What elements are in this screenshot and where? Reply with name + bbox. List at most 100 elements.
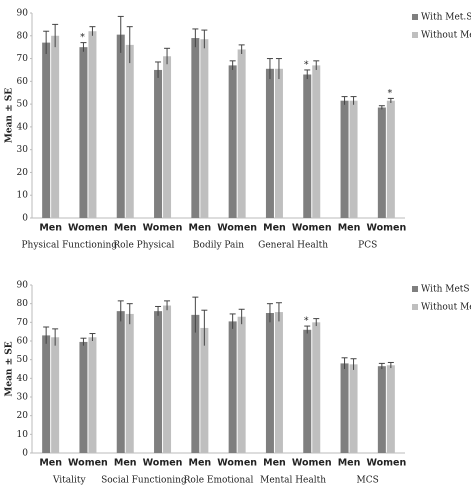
legend-label: With MetS: [421, 285, 470, 295]
x-tick-label: Women: [366, 223, 406, 234]
x-tick-label: Women: [292, 223, 332, 234]
group-label: Role Emotional: [184, 476, 254, 486]
annotation: *: [304, 317, 309, 327]
legend-label: With Met.S: [421, 13, 471, 23]
y-tick-label: 80: [17, 31, 29, 41]
x-tick-label: Men: [189, 458, 212, 469]
y-tick-label: 40: [17, 122, 29, 132]
bar: [312, 65, 321, 218]
x-tick-label: Men: [338, 223, 361, 234]
bar: [191, 38, 200, 218]
y-tick-label: 50: [17, 100, 29, 110]
bar: [265, 68, 274, 218]
group-label: PCS: [358, 241, 377, 251]
y-tick-label: 30: [17, 145, 29, 155]
x-tick-label: Men: [263, 223, 286, 234]
bar: [125, 313, 134, 453]
bar: [349, 100, 358, 218]
legend-swatch: [412, 304, 418, 310]
bar: [191, 314, 200, 453]
group-label: Vitality: [52, 476, 87, 486]
bar: [265, 313, 274, 453]
bar: [116, 34, 125, 219]
bar: [154, 311, 163, 453]
bar: [79, 341, 88, 453]
x-tick-label: Men: [263, 458, 286, 469]
bar: [154, 69, 163, 218]
x-tick-label: Men: [189, 223, 212, 234]
y-tick-label: 60: [17, 77, 29, 87]
y-tick-label: 0: [22, 449, 28, 459]
y-tick-label: 60: [17, 337, 29, 347]
y-tick-label: 40: [17, 374, 29, 384]
x-tick-label: Women: [68, 458, 108, 469]
y-axis-label: Mean ± SE: [5, 341, 15, 396]
x-tick-label: Women: [217, 223, 257, 234]
bar: [312, 322, 321, 453]
group-label: MCS: [357, 476, 379, 486]
x-tick-label: Women: [143, 223, 183, 234]
group-label: Social Functioning: [101, 476, 187, 486]
bar: [274, 68, 283, 218]
bar: [200, 327, 209, 453]
bar: [386, 100, 395, 218]
group-label: Bodily Pain: [193, 241, 244, 251]
group-label: Mental Health: [260, 476, 326, 486]
group-label: General Health: [258, 241, 328, 251]
bar: [386, 365, 395, 453]
bar: [303, 74, 312, 218]
bar: [228, 65, 237, 218]
y-tick-label: 10: [17, 430, 29, 440]
annotation: *: [304, 60, 309, 70]
bar: [42, 335, 51, 453]
bar: [340, 100, 349, 218]
bar: [79, 47, 88, 218]
bar: [125, 44, 134, 219]
x-tick-label: Men: [338, 458, 361, 469]
legend-label: Without Met.S: [421, 31, 471, 41]
y-tick-label: 70: [17, 54, 29, 64]
annotation: *: [388, 89, 393, 99]
y-tick-label: 50: [17, 355, 29, 365]
bar: [340, 363, 349, 453]
bar: [51, 337, 60, 453]
bar: [51, 35, 60, 219]
x-tick-label: Women: [366, 458, 406, 469]
y-tick-label: 80: [17, 299, 29, 309]
bar: [349, 364, 358, 453]
x-tick-label: Men: [114, 223, 137, 234]
y-tick-label: 10: [17, 191, 29, 201]
group-label: Role Physical: [113, 241, 174, 251]
group-label: Physical Functioning: [21, 241, 117, 251]
bar: [163, 305, 172, 453]
y-tick-label: 0: [22, 214, 28, 224]
bar: [42, 42, 51, 218]
bar: [274, 312, 283, 453]
x-tick-label: Men: [39, 458, 62, 469]
bar: [88, 31, 97, 218]
legend-swatch: [412, 286, 418, 292]
y-tick-label: 70: [17, 318, 29, 328]
y-tick-label: 90: [17, 281, 29, 291]
bar: [237, 316, 246, 453]
bar: [377, 366, 386, 453]
bar: [303, 329, 312, 453]
y-tick-label: 90: [17, 9, 29, 19]
bar: [88, 337, 97, 453]
x-tick-label: Women: [68, 223, 108, 234]
y-tick-label: 30: [17, 393, 29, 403]
x-tick-label: Women: [217, 458, 257, 469]
legend-swatch: [412, 14, 418, 20]
x-tick-label: Women: [143, 458, 183, 469]
legend-swatch: [412, 32, 418, 38]
bar: [228, 321, 237, 453]
y-tick-label: 20: [17, 411, 29, 421]
bar: [163, 56, 172, 219]
legend-label: Without MetS: [421, 303, 471, 313]
y-axis-label: Mean ± SE: [5, 88, 15, 143]
annotation: *: [80, 33, 85, 43]
bar: [116, 311, 125, 453]
bar: [237, 49, 246, 218]
y-tick-label: 20: [17, 168, 29, 178]
